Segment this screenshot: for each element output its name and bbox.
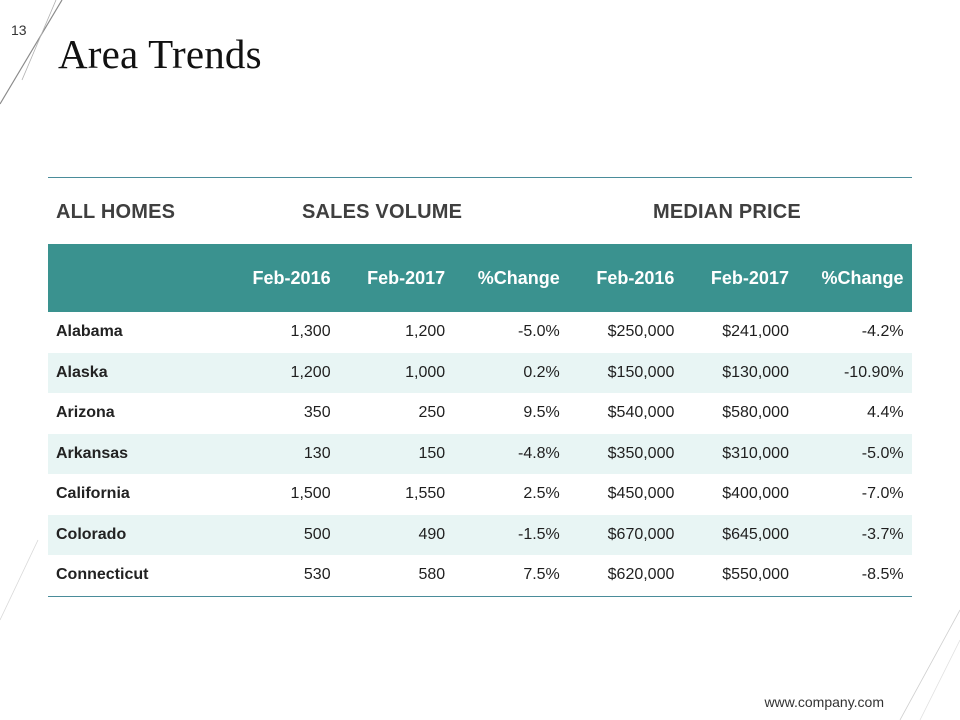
price-change: -4.2% — [861, 323, 904, 341]
state-name: Colorado — [56, 525, 127, 543]
footer-url: www.company.com — [764, 694, 884, 710]
sales-change: 0.2% — [523, 363, 560, 381]
price-feb-2017: $241,000 — [722, 323, 789, 341]
sales-change: 7.5% — [523, 566, 560, 584]
price-change: -5.0% — [861, 444, 904, 462]
sales-feb-2016: 1,500 — [290, 485, 331, 503]
price-feb-2016: $620,000 — [607, 566, 675, 584]
group-header-median-price: MEDIAN PRICE — [653, 201, 801, 223]
price-feb-2016: $540,000 — [607, 404, 675, 422]
price-feb-2016: $250,000 — [607, 323, 675, 341]
price-feb-2017: $645,000 — [722, 525, 789, 543]
price-feb-2016: $150,000 — [607, 363, 675, 381]
sales-feb-2016: 530 — [303, 566, 331, 584]
table-row: Arkansas 130 150 -4.8% $350,000 $310,000… — [48, 433, 912, 474]
group-header-all-homes: ALL HOMES — [56, 201, 176, 223]
sales-feb-2016: 130 — [303, 444, 331, 462]
area-trends-table: ALL HOMES SALES VOLUME MEDIAN PRICE Feb-… — [48, 177, 912, 597]
price-feb-2017: $310,000 — [722, 444, 789, 462]
table-row: California 1,500 1,550 2.5% $450,000 $40… — [48, 474, 912, 515]
column-header-price-change: %Change — [821, 267, 904, 288]
sales-feb-2016: 1,200 — [290, 363, 331, 381]
price-change: -7.0% — [861, 485, 904, 503]
price-feb-2016: $450,000 — [607, 485, 675, 503]
page-title: Area Trends — [58, 31, 262, 77]
sales-feb-2017: 1,000 — [405, 363, 446, 381]
group-header-row: ALL HOMES SALES VOLUME MEDIAN PRICE — [48, 178, 912, 244]
state-name: California — [56, 485, 130, 503]
state-name: Connecticut — [56, 566, 149, 584]
table-row: Alabama 1,300 1,200 -5.0% $250,000 $241,… — [48, 312, 912, 353]
table-row: Connecticut 530 580 7.5% $620,000 $550,0… — [48, 555, 912, 596]
price-feb-2016: $670,000 — [607, 525, 675, 543]
price-feb-2017: $400,000 — [722, 485, 789, 503]
price-change: -3.7% — [861, 525, 904, 543]
sales-feb-2017: 490 — [418, 525, 446, 543]
state-name: Arizona — [56, 404, 115, 422]
sales-change: 2.5% — [523, 485, 560, 503]
state-name: Arkansas — [56, 444, 129, 462]
sales-feb-2017: 1,200 — [405, 323, 446, 341]
price-feb-2017: $130,000 — [722, 363, 789, 381]
state-name: Alaska — [56, 363, 108, 381]
sales-feb-2017: 250 — [418, 404, 446, 422]
sales-change: -4.8% — [517, 444, 560, 462]
price-change: -10.90% — [843, 363, 904, 381]
sales-change: 9.5% — [523, 404, 560, 422]
sales-feb-2016: 1,300 — [290, 323, 331, 341]
group-header-sales-volume: SALES VOLUME — [302, 201, 463, 223]
column-header-price-feb-2017: Feb-2017 — [710, 267, 789, 288]
price-change: -8.5% — [861, 566, 904, 584]
column-header-sales-change: %Change — [477, 267, 560, 288]
sales-feb-2017: 150 — [418, 444, 446, 462]
price-feb-2017: $550,000 — [722, 566, 789, 584]
price-feb-2016: $350,000 — [607, 444, 675, 462]
sales-change: -1.5% — [517, 525, 560, 543]
sales-feb-2016: 500 — [303, 525, 331, 543]
price-change: 4.4% — [867, 404, 904, 422]
state-name: Alabama — [56, 323, 123, 341]
table-row: Arizona 350 250 9.5% $540,000 $580,000 4… — [48, 393, 912, 434]
sales-change: -5.0% — [517, 323, 560, 341]
slide-number: 13 — [11, 22, 27, 38]
column-header-row: Feb-2016 Feb-2017 %Change Feb-2016 Feb-2… — [48, 244, 912, 312]
price-feb-2017: $580,000 — [722, 404, 789, 422]
sales-feb-2017: 1,550 — [405, 485, 446, 503]
column-header-sales-feb-2017: Feb-2017 — [367, 267, 446, 288]
column-header-sales-feb-2016: Feb-2016 — [252, 267, 331, 288]
sales-feb-2016: 350 — [303, 404, 331, 422]
table-row: Colorado 500 490 -1.5% $670,000 $645,000… — [48, 514, 912, 555]
column-header-price-feb-2016: Feb-2016 — [596, 267, 675, 288]
sales-feb-2017: 580 — [418, 566, 446, 584]
table-row: Alaska 1,200 1,000 0.2% $150,000 $130,00… — [48, 352, 912, 393]
